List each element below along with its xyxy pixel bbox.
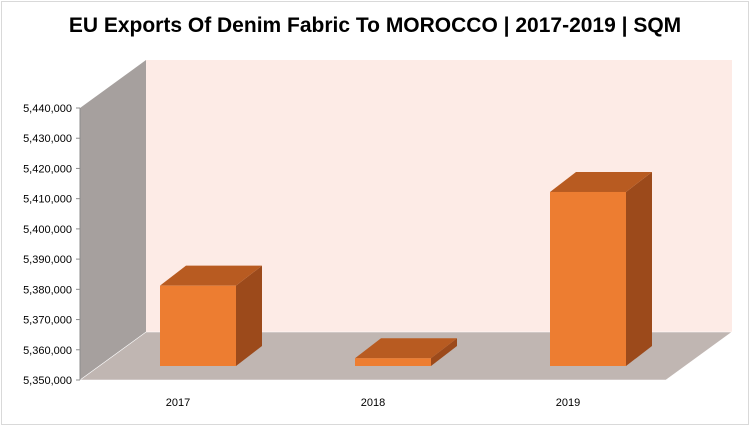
y-axis-ticks: 5,350,000 5,360,000 5,370,000 5,380,000 5,39… xyxy=(23,103,81,387)
y-tick-label: 5,360,000 xyxy=(23,345,72,357)
bar-top xyxy=(160,265,262,286)
x-tick-label: 2018 xyxy=(361,397,385,409)
bar-front xyxy=(160,285,236,366)
bar-top xyxy=(355,338,457,359)
y-tick-label: 5,350,000 xyxy=(23,375,72,387)
chart-title: EU Exports Of Denim Fabric To MOROCCO | … xyxy=(68,14,682,37)
y-tick-label: 5,390,000 xyxy=(23,254,72,266)
y-tick-label: 5,370,000 xyxy=(23,315,72,327)
y-tick-label: 5,410,000 xyxy=(23,194,72,206)
bar-front xyxy=(550,191,626,366)
bar-side xyxy=(236,265,262,366)
y-tick-label: 5,380,000 xyxy=(23,284,72,296)
x-tick-label: 2017 xyxy=(166,397,190,409)
y-tick-label: 5,400,000 xyxy=(23,224,72,236)
bar-2019 xyxy=(550,171,652,366)
y-tick-label: 5,440,000 xyxy=(23,103,72,115)
bar-2018 xyxy=(355,338,457,366)
bar-front xyxy=(355,358,431,366)
side-wall xyxy=(80,60,146,380)
x-axis-ticks: 2017 2018 2019 xyxy=(166,397,580,409)
bars xyxy=(160,171,652,366)
y-tick-label: 5,420,000 xyxy=(23,163,72,175)
y-tick-label: 5,430,000 xyxy=(23,133,72,145)
bar-2017 xyxy=(160,265,262,366)
bar-top xyxy=(550,171,652,192)
bar-side xyxy=(626,171,652,366)
x-tick-label: 2019 xyxy=(556,397,580,409)
bar-side xyxy=(431,338,457,366)
